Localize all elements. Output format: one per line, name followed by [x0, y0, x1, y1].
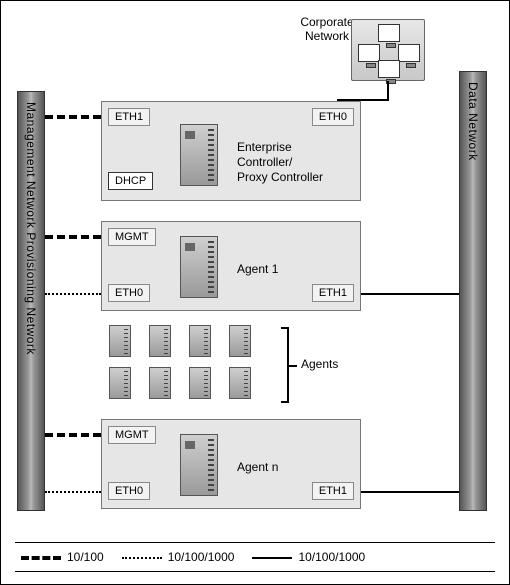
eth1-port: ETH1: [312, 284, 354, 302]
mgmt-port: MGMT: [108, 426, 156, 444]
enterprise-controller-box: ETH1 ETH0 DHCP Enterprise Controller/ Pr…: [101, 101, 361, 201]
agent1-title: Agent 1: [237, 262, 278, 276]
diagram-canvas: Corporate Network Management Network Pro…: [0, 0, 510, 585]
dhcp-service-label: DHCP: [108, 172, 153, 190]
management-provisioning-network-label: Management Network Provisioning Network: [24, 102, 38, 355]
link-mgmt-to-agentn-mgmt: [45, 433, 101, 437]
workstation-icon: [378, 60, 400, 78]
mini-server-icon: [229, 325, 251, 357]
legend-item-thin-dash: 10/100/1000: [122, 550, 235, 564]
workstation-icon: [378, 24, 400, 42]
data-network-bar: Data Network: [459, 71, 487, 511]
mini-server-icon: [189, 325, 211, 357]
link-agent1-eth1-to-data: [361, 293, 459, 295]
eth1-port: ETH1: [108, 108, 150, 126]
link-prov-to-agent1-eth0: [45, 293, 101, 295]
enterprise-controller-title: Enterprise Controller/ Proxy Controller: [237, 140, 357, 185]
link-mgmt-to-controller-eth1: [45, 115, 101, 119]
mini-server-icon: [149, 367, 171, 399]
server-icon: [180, 124, 218, 186]
workstation-icon: [398, 44, 420, 62]
mini-server-icon: [149, 325, 171, 357]
legend: 10/100 10/100/1000 10/100/1000: [15, 542, 495, 572]
data-network-label: Data Network: [466, 82, 480, 161]
server-icon: [180, 236, 218, 298]
eth0-port: ETH0: [312, 108, 354, 126]
agents-bracket: [281, 327, 289, 403]
link-agentn-eth1-to-data: [361, 491, 459, 493]
management-provisioning-network-bar: Management Network Provisioning Network: [17, 91, 45, 511]
mini-server-icon: [229, 367, 251, 399]
eth1-port: ETH1: [312, 482, 354, 500]
eth0-port: ETH0: [108, 482, 150, 500]
server-icon: [180, 434, 218, 496]
link-prov-to-agentn-eth0: [45, 491, 101, 493]
eth0-port: ETH0: [108, 284, 150, 302]
legend-item-solid: 10/100/1000: [252, 550, 365, 564]
agent-n-box: MGMT ETH0 ETH1 Agent n: [101, 419, 361, 509]
legend-item-thick-dash: 10/100: [21, 550, 104, 564]
agent1-box: MGMT ETH0 ETH1 Agent 1: [101, 221, 361, 311]
agents-bracket-tick: [289, 365, 297, 367]
corporate-network-cluster: [351, 19, 425, 81]
agents-cluster-label: Agents: [301, 357, 338, 371]
workstation-icon: [358, 44, 380, 62]
mini-server-icon: [109, 325, 131, 357]
mini-server-icon: [189, 367, 211, 399]
agent-n-title: Agent n: [237, 460, 278, 474]
link-corporate-to-eth0: [387, 81, 389, 101]
mgmt-port: MGMT: [108, 228, 156, 246]
link-mgmt-to-agent1-mgmt: [45, 235, 101, 239]
mini-server-icon: [109, 367, 131, 399]
